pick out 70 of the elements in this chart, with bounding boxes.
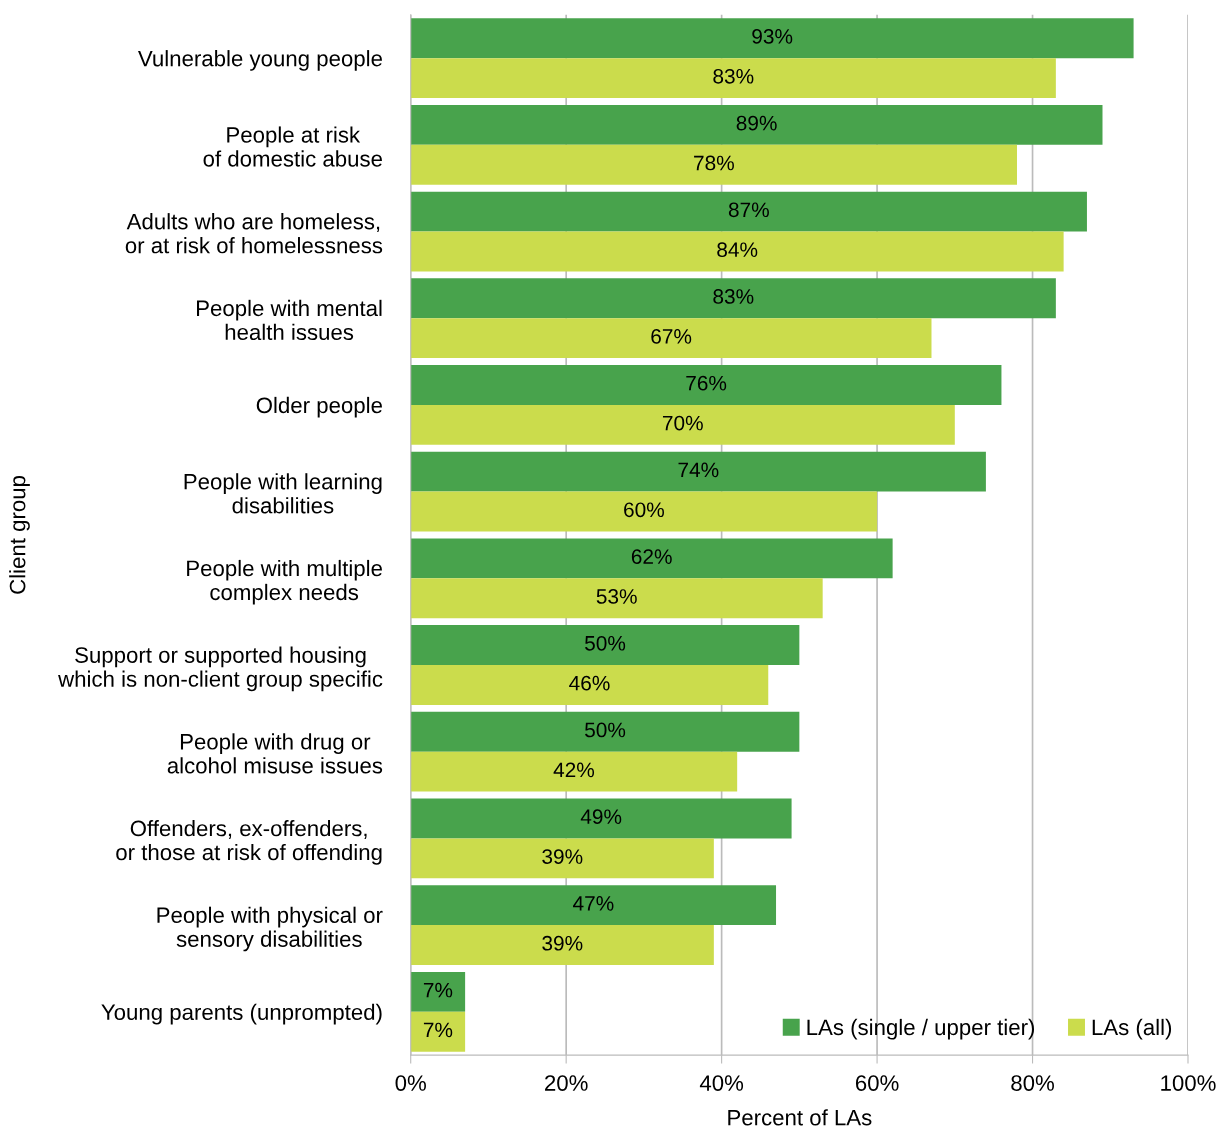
x-tick-label: 40%	[699, 1075, 744, 1091]
data-label: 53%	[596, 589, 637, 604]
bar	[410, 231, 1064, 272]
data-label: 84%	[717, 242, 758, 258]
bar	[410, 578, 823, 619]
y-tick-label: People with mental health issues	[197, 299, 382, 341]
legend-label: LAs (single / upper tier)	[807, 1018, 1035, 1040]
bar	[410, 451, 986, 492]
data-label: 70%	[662, 415, 703, 431]
data-label: 60%	[624, 502, 664, 518]
y-tick-label: People with learning disabilities	[184, 473, 382, 514]
bar	[410, 751, 738, 792]
bar	[410, 318, 932, 359]
data-label: 76%	[686, 375, 727, 391]
y-tick-label: People at risk of domestic abuse	[203, 126, 382, 167]
x-tick-label: 0%	[395, 1075, 426, 1091]
data-label: 83%	[713, 289, 754, 304]
data-label: 62%	[631, 549, 672, 564]
data-label: 89%	[736, 115, 777, 131]
bar	[410, 491, 878, 532]
bar	[410, 1011, 466, 1052]
data-label: 50%	[585, 635, 626, 651]
data-label: 83%	[713, 68, 754, 84]
data-label: 47%	[573, 896, 614, 911]
y-tick-label: Adults who are homeless, or at risk of homelessness	[125, 213, 383, 254]
data-label: 67%	[651, 329, 692, 344]
y-tick-label: People with physical or sensory disabilities	[157, 906, 383, 952]
bar	[410, 365, 1002, 405]
data-label: 74%	[678, 462, 719, 478]
data-label: 87%	[728, 202, 769, 218]
y-tick-label: Young parents (unprompted)	[101, 1003, 382, 1025]
bar	[410, 58, 1056, 99]
legend-label: LAs (all)	[1092, 1018, 1172, 1040]
data-label: 39%	[542, 849, 583, 864]
y-tick-label: Support or supported housing which is non-client group specific	[58, 646, 383, 692]
bar	[410, 144, 1017, 185]
data-label: 7%	[423, 982, 453, 998]
x-tick-label: 20%	[545, 1075, 588, 1091]
y-tick-label: Vulnerable young people	[138, 50, 382, 71]
data-label: 50%	[585, 722, 626, 738]
bar	[410, 538, 893, 579]
bar	[410, 278, 1056, 319]
bar	[410, 925, 714, 965]
bar	[410, 104, 1103, 145]
data-label: 39%	[542, 935, 583, 951]
bar	[410, 838, 714, 879]
bar	[410, 971, 466, 1012]
data-label: 78%	[694, 155, 734, 171]
data-label: 49%	[580, 809, 622, 825]
bar	[410, 711, 800, 752]
x-tick-label: 80%	[1011, 1075, 1054, 1091]
data-label: 7%	[423, 1022, 453, 1038]
x-tick-label: 60%	[855, 1075, 899, 1091]
data-label: 42%	[553, 762, 595, 778]
bar	[410, 18, 1134, 59]
data-label: 93%	[752, 29, 793, 44]
y-axis-title: Client group	[9, 475, 30, 594]
bar	[410, 625, 800, 665]
bar	[410, 191, 1087, 232]
bar	[410, 798, 792, 839]
bar	[410, 885, 777, 926]
x-axis-title: Percent of LAs	[728, 1109, 872, 1126]
y-tick-label: Older people	[256, 396, 382, 418]
data-label: 46%	[569, 675, 610, 691]
bar	[410, 665, 769, 705]
y-tick-label: People with drug or alcohol misuse issues	[167, 733, 383, 774]
y-tick-label: Offenders, ex-offenders, or those at risk of offending	[116, 819, 382, 865]
y-tick-label: People with multiple complex needs	[187, 559, 382, 605]
x-tick-label: 100%	[1161, 1075, 1216, 1091]
bar	[410, 404, 955, 445]
